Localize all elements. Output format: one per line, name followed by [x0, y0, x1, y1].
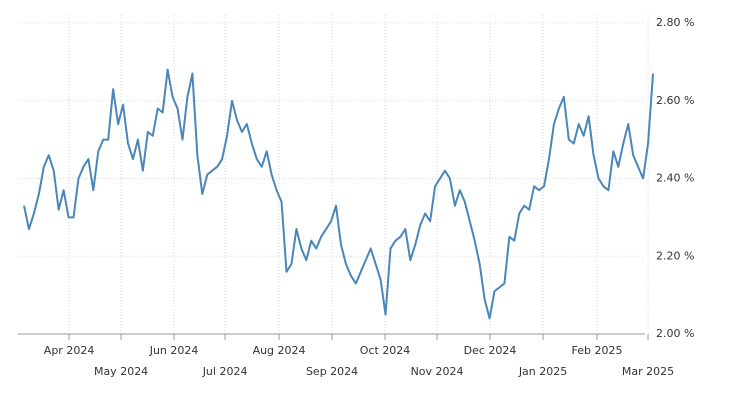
y-tick-label: 2.60 %	[656, 94, 694, 107]
x-tick-label: Oct 2024	[360, 344, 411, 357]
x-tick-label: Nov 2024	[411, 365, 464, 378]
y-tick-label: 2.40 %	[656, 172, 694, 185]
x-tick-label: Jan 2025	[518, 365, 567, 378]
x-tick-label: Feb 2025	[572, 344, 623, 357]
x-tick-label: May 2024	[94, 365, 148, 378]
y-tick-label: 2.20 %	[656, 249, 694, 262]
x-tick-label: Jun 2024	[149, 344, 199, 357]
x-tick-label: Aug 2024	[253, 344, 306, 357]
x-tick-label: Apr 2024	[44, 344, 95, 357]
x-tick-label: Sep 2024	[306, 365, 358, 378]
data-line	[23, 68, 654, 320]
x-tick-label: Mar 2025	[622, 365, 674, 378]
y-tick-label: 2.00 %	[656, 327, 694, 340]
x-tick-label: Dec 2024	[464, 344, 517, 357]
x-tick-label: Jul 2024	[202, 365, 248, 378]
y-tick-label: 2.80 %	[656, 16, 694, 29]
